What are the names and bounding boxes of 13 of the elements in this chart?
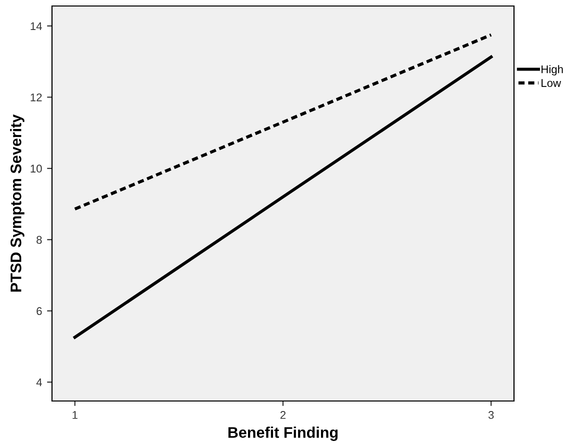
y-tick-label: 12 — [30, 93, 42, 102]
y-tick-label: 4 — [36, 378, 42, 386]
y-axis-title: PTSD Symptom Severity — [10, 114, 24, 292]
y-tick-label: 6 — [36, 307, 42, 316]
x-tick-label: 1 — [72, 411, 78, 419]
y-tick-label: 10 — [30, 164, 42, 173]
x-axis-title: Benefit Finding — [228, 426, 338, 441]
x-tick-label: 3 — [488, 411, 494, 419]
y-tick-label: 8 — [36, 236, 42, 244]
legend-label: High — [542, 65, 563, 76]
legend-label: Low — [542, 79, 562, 87]
y-tick-label: 14 — [30, 22, 42, 30]
x-tick-label: 2 — [280, 411, 286, 419]
